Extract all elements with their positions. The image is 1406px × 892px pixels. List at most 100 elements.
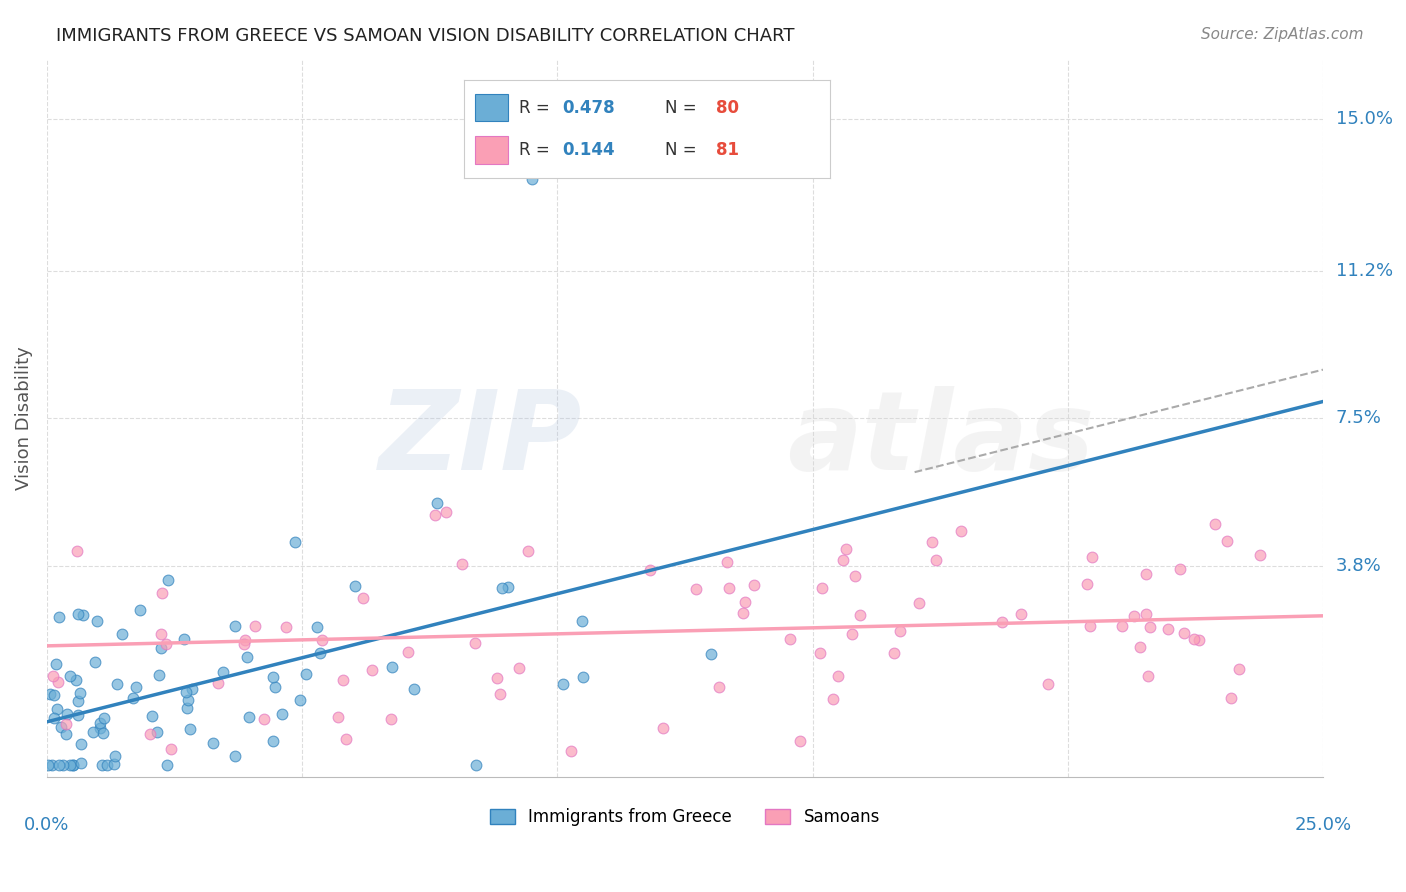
Point: [104, 749, 127, 764]
Point: [848, 608, 870, 623]
Point: [844, 569, 866, 583]
Point: [157, 573, 180, 587]
Point: [176, 693, 198, 707]
Point: [294, 667, 316, 681]
Text: IMMIGRANTS FROM GREECE VS SAMOAN VISION DISABILITY CORRELATION CHART: IMMIGRANTS FROM GREECE VS SAMOAN VISION …: [56, 27, 794, 45]
Point: [67, 694, 90, 708]
Point: [274, 620, 297, 634]
Point: [571, 614, 593, 628]
Point: [707, 681, 730, 695]
Point: [96, 757, 118, 772]
Point: [179, 722, 201, 736]
Point: [841, 627, 863, 641]
Point: [491, 581, 513, 595]
Point: [180, 682, 202, 697]
Point: [332, 673, 354, 687]
Point: [1135, 566, 1157, 581]
Text: Source: ZipAtlas.com: Source: ZipAtlas.com: [1201, 27, 1364, 42]
Point: [149, 627, 172, 641]
Point: [46, 702, 69, 716]
Point: [253, 712, 276, 726]
Point: [149, 641, 172, 656]
Point: [827, 669, 849, 683]
Point: [148, 667, 170, 681]
Text: 11.2%: 11.2%: [1336, 261, 1393, 280]
Text: 81: 81: [716, 141, 740, 159]
Text: 0.0%: 0.0%: [24, 816, 69, 834]
Point: [1136, 668, 1159, 682]
Point: [176, 685, 198, 699]
Point: [1139, 620, 1161, 634]
Text: 15.0%: 15.0%: [1336, 111, 1393, 128]
Point: [921, 535, 943, 549]
Point: [91, 726, 114, 740]
Point: [343, 578, 366, 592]
Point: [307, 620, 329, 634]
Point: [434, 505, 457, 519]
Point: [991, 615, 1014, 629]
Point: [1076, 577, 1098, 591]
Y-axis label: Vision Disability: Vision Disability: [15, 346, 32, 490]
Point: [380, 712, 402, 726]
Point: [1081, 549, 1104, 564]
Point: [238, 710, 260, 724]
Point: [173, 632, 195, 646]
Point: [1010, 607, 1032, 621]
Point: [352, 591, 374, 605]
Point: [779, 632, 801, 646]
Point: [1122, 608, 1144, 623]
Point: [496, 580, 519, 594]
Point: [56, 706, 79, 721]
Point: [236, 650, 259, 665]
Point: [883, 646, 905, 660]
Point: [49, 720, 72, 734]
Point: [1173, 626, 1195, 640]
Point: [42, 669, 65, 683]
Point: [1227, 662, 1250, 676]
Point: [224, 748, 246, 763]
Text: N =: N =: [665, 141, 702, 159]
Point: [65, 673, 87, 688]
Point: [1111, 619, 1133, 633]
Text: 0.144: 0.144: [562, 141, 616, 159]
Point: [284, 534, 307, 549]
Text: R =: R =: [519, 99, 555, 117]
Point: [685, 582, 707, 596]
Point: [560, 744, 582, 758]
Point: [91, 757, 114, 772]
Point: [271, 707, 294, 722]
Text: 80: 80: [716, 99, 740, 117]
Point: [908, 596, 931, 610]
Point: [834, 542, 856, 557]
Point: [160, 742, 183, 756]
Point: [62, 757, 84, 772]
Point: [520, 172, 543, 186]
Point: [486, 671, 509, 685]
Point: [381, 660, 404, 674]
Point: [426, 496, 449, 510]
Point: [66, 543, 89, 558]
Point: [176, 700, 198, 714]
Point: [517, 543, 540, 558]
Point: [823, 692, 845, 706]
FancyBboxPatch shape: [475, 94, 508, 121]
Text: N =: N =: [665, 99, 702, 117]
Point: [69, 686, 91, 700]
Point: [734, 595, 756, 609]
Point: [105, 677, 128, 691]
Point: [59, 757, 82, 772]
Point: [52, 757, 75, 772]
Point: [699, 647, 721, 661]
Point: [925, 552, 948, 566]
Point: [212, 665, 235, 679]
Point: [396, 645, 419, 659]
Text: ZIP: ZIP: [380, 386, 583, 493]
Point: [89, 721, 111, 735]
Text: 25.0%: 25.0%: [1295, 816, 1351, 834]
Point: [717, 581, 740, 595]
Point: [464, 636, 486, 650]
Point: [125, 680, 148, 694]
Point: [311, 632, 333, 647]
Point: [742, 578, 765, 592]
Point: [1156, 622, 1178, 636]
